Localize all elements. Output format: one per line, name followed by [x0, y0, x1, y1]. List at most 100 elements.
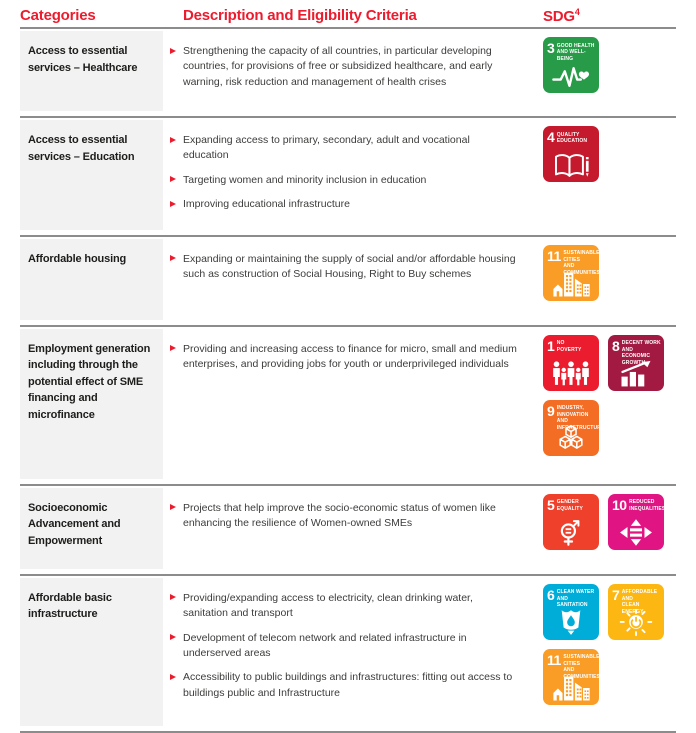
description-cell: Strengthening the capacity of all countr…	[163, 31, 543, 111]
bullet-list: Strengthening the capacity of all countr…	[170, 44, 517, 90]
header-sdg: SDG4	[543, 7, 676, 25]
sdg-number: 5	[547, 496, 555, 513]
bullet-item: Development of telecom network and relat…	[170, 631, 517, 662]
bullet-text: Targeting women and minority inclusion i…	[183, 173, 427, 186]
category-cell: Affordable housing	[20, 238, 163, 320]
sdg-badge-3: 3 GOOD HEALTH AND WELL-BEING	[543, 37, 599, 93]
row-divider	[20, 116, 676, 118]
bullet-item: Accessibility to public buildings and in…	[170, 670, 517, 701]
sdg-badge-1: 1 NO POVERTY	[543, 334, 599, 391]
row-divider	[20, 234, 676, 237]
table-row: Employment generation including through …	[20, 327, 676, 484]
sdg-badge-7: 7 AFFORDABLE AND CLEAN ENERGY	[608, 583, 664, 640]
bullet-text: Expanding or maintaining the supply of s…	[183, 252, 516, 281]
sdg-title: GENDER EQUALITY	[556, 499, 583, 512]
header-sdg-text: SDG	[543, 8, 575, 25]
sdg-badge-header: 4 QUALITY EDUCATION	[543, 126, 599, 145]
row-divider	[20, 483, 676, 486]
bullet-triangle-icon	[170, 594, 176, 601]
bullet-text: Projects that help improve the socio-eco…	[183, 501, 496, 530]
row-divider	[20, 573, 676, 576]
bullet-list: Projects that help improve the socio-eco…	[170, 501, 517, 532]
sdg-title: AFFORDABLE AND CLEAN ENERGY	[621, 589, 658, 615]
header-divider	[20, 27, 676, 29]
bullet-list: Providing/expanding access to electricit…	[170, 591, 517, 702]
footnote-marker: 4	[574, 7, 580, 17]
bullet-item: Targeting women and minority inclusion i…	[170, 173, 517, 188]
sdg-badge-header: 5 GENDER EQUALITY	[543, 494, 599, 513]
description-cell: Expanding access to primary, secondary, …	[163, 120, 543, 230]
header-categories: Categories	[20, 7, 96, 24]
bullet-text: Expanding access to primary, secondary, …	[183, 134, 470, 162]
description-cell: Expanding or maintaining the supply of s…	[163, 239, 543, 320]
sdg-list: 1 NO POVERTY 8 DECENT WORK AND ECONOMIC GRO…	[543, 334, 664, 456]
table-row: Access to essential services – Healthcar…	[20, 29, 676, 116]
family-icon	[543, 359, 599, 389]
sdg-badge-11: 11 SUSTAINABLE CITIES AND COMMUNITIES	[543, 244, 599, 301]
sdg-title: SUSTAINABLE CITIES AND COMMUNITIES	[563, 654, 599, 680]
bullet-text: Development of telecom network and relat…	[183, 631, 467, 659]
bullet-list: Providing and increasing access to finan…	[170, 342, 517, 373]
bullet-triangle-icon	[170, 345, 176, 352]
sdg-cell: 1 NO POVERTY 8 DECENT WORK AND ECONOMIC GRO…	[543, 329, 676, 479]
sdg-number: 6	[547, 586, 555, 603]
sdg-badge-header: 6 CLEAN WATER AND SANITATION	[543, 584, 599, 609]
description-cell: Providing/expanding access to electricit…	[163, 578, 543, 726]
sdg-number: 10	[612, 496, 627, 513]
water-icon	[543, 608, 599, 638]
sdg-badge-header: 11 SUSTAINABLE CITIES AND COMMUNITIES	[543, 649, 599, 681]
category-label: Socioeconomic Advancement and Empowermen…	[28, 501, 121, 547]
sdg-list: 5 GENDER EQUALITY 10 REDUCED INEQUALITIES	[543, 493, 664, 550]
sdg-list: 3 GOOD HEALTH AND WELL-BEING	[543, 37, 664, 93]
bullet-list: Expanding or maintaining the supply of s…	[170, 252, 517, 283]
bullet-triangle-icon	[170, 673, 176, 680]
table-row: Affordable housing Expanding or maintain…	[20, 237, 676, 325]
sdg-title: INDUSTRY, INNOVATION AND INFRASTRUCTURE	[556, 405, 599, 431]
sdg-number: 3	[547, 40, 555, 56]
sdg-list: 6 CLEAN WATER AND SANITATION 7 AFFORDABLE A…	[543, 583, 664, 705]
sdg-title: CLEAN WATER AND SANITATION	[556, 589, 595, 609]
sdg-number: 9	[547, 402, 555, 419]
table-header: Categories Description and Eligibility C…	[20, 0, 676, 27]
bullet-triangle-icon	[170, 136, 176, 143]
sdg-title: REDUCED INEQUALITIES	[629, 499, 664, 512]
bullet-triangle-icon	[170, 200, 176, 207]
bullet-item: Expanding or maintaining the supply of s…	[170, 252, 517, 283]
city-icon	[543, 269, 599, 299]
category-cell: Access to essential services – Education	[20, 120, 163, 230]
bullet-triangle-icon	[170, 255, 176, 262]
sdg-badge-header: 1 NO POVERTY	[543, 335, 599, 354]
sdg-title: NO POVERTY	[556, 340, 582, 353]
sun-icon	[608, 608, 664, 638]
sdg-number: 1	[547, 337, 555, 354]
table-body: Access to essential services – Healthcar…	[20, 29, 676, 733]
sdg-list: 11 SUSTAINABLE CITIES AND COMMUNITIES	[543, 244, 664, 301]
sdg-title: GOOD HEALTH AND WELL-BEING	[556, 42, 595, 62]
bullet-text: Strengthening the capacity of all countr…	[183, 45, 493, 88]
table-row: Affordable basic infrastructure Providin…	[20, 576, 676, 731]
description-cell: Providing and increasing access to finan…	[163, 329, 543, 479]
sdg-badge-11: 11 SUSTAINABLE CITIES AND COMMUNITIES	[543, 648, 599, 705]
book-icon	[543, 150, 599, 180]
bullet-text: Improving educational infrastructure	[183, 198, 350, 211]
bullet-triangle-icon	[170, 634, 176, 641]
category-label: Affordable basic infrastructure	[28, 591, 112, 621]
sdg-badge-header: 10 REDUCED INEQUALITIES	[608, 494, 664, 513]
sdg-title: SUSTAINABLE CITIES AND COMMUNITIES	[563, 250, 599, 276]
bullet-triangle-icon	[170, 176, 176, 183]
sdg-cell: 11 SUSTAINABLE CITIES AND COMMUNITIES	[543, 239, 676, 320]
sdg-badge-header: 7 AFFORDABLE AND CLEAN ENERGY	[608, 584, 664, 616]
header-description: Description and Eligibility Criteria	[183, 7, 417, 24]
table-row: Access to essential services – Education…	[20, 118, 676, 235]
bullet-text: Providing and increasing access to finan…	[183, 342, 517, 371]
bullet-item: Improving educational infrastructure	[170, 197, 517, 212]
category-label: Access to essential services – Healthcar…	[28, 45, 138, 74]
sdg-badge-10: 10 REDUCED INEQUALITIES	[608, 493, 664, 550]
sdg-badge-header: 11 SUSTAINABLE CITIES AND COMMUNITIES	[543, 245, 599, 277]
sdg-cell: 5 GENDER EQUALITY 10 REDUCED INEQUALITIES	[543, 488, 676, 569]
sdg-number: 8	[612, 337, 620, 354]
category-label: Access to essential services – Education	[28, 134, 135, 163]
